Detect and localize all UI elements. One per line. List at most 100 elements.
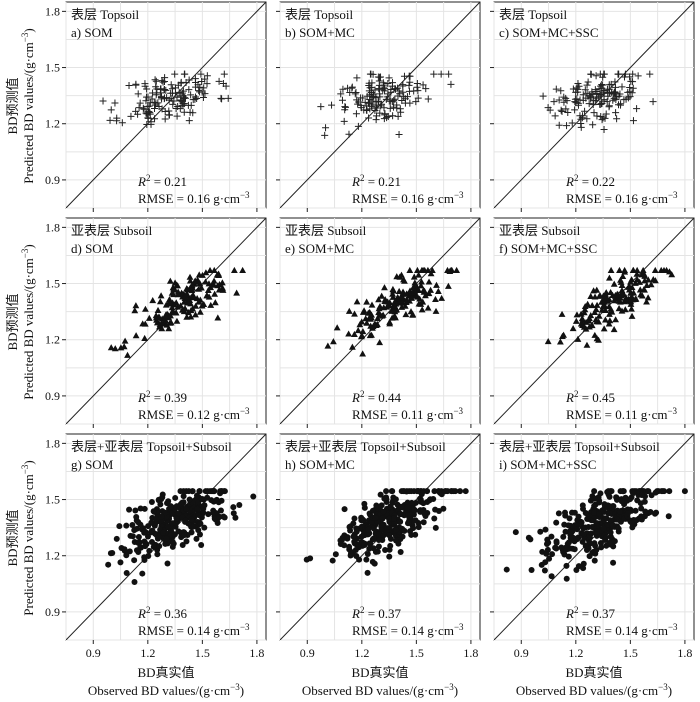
data-point [602, 316, 609, 323]
data-point [162, 540, 169, 547]
data-point [196, 531, 203, 538]
data-point [161, 509, 168, 516]
data-point [385, 74, 393, 82]
data-points [107, 266, 247, 358]
data-point [342, 103, 350, 111]
data-point [440, 505, 447, 512]
data-point [599, 303, 607, 310]
data-point [575, 513, 582, 520]
data-point [142, 305, 149, 312]
gridlines [65, 2, 266, 209]
data-point [375, 536, 382, 543]
data-point [399, 288, 407, 295]
gridlines [65, 218, 266, 425]
data-point [368, 102, 376, 110]
data-point [210, 277, 218, 284]
data-point [351, 538, 358, 545]
data-point [211, 290, 219, 297]
data-point [180, 298, 188, 305]
data-point [444, 266, 451, 274]
data-point [649, 98, 657, 106]
data-point [616, 266, 623, 274]
x-label-cn: BD真实值 [137, 665, 194, 680]
data-point [643, 298, 650, 305]
data-point [587, 312, 595, 319]
data-point [116, 523, 123, 530]
data-point [197, 70, 205, 78]
data-point [202, 278, 209, 285]
data-point [612, 96, 620, 104]
data-point [368, 331, 375, 338]
data-point [386, 104, 394, 112]
data-point [188, 516, 195, 523]
data-point [361, 541, 368, 548]
data-point [162, 301, 170, 308]
data-point [633, 105, 641, 113]
data-point [453, 266, 461, 274]
data-point [368, 301, 376, 308]
data-point [401, 95, 409, 103]
data-point [432, 524, 439, 531]
data-point [406, 266, 414, 274]
data-point [605, 310, 613, 317]
data-point [590, 109, 598, 117]
data-point [401, 488, 408, 495]
data-point [380, 115, 388, 123]
panel-layer-label: 表层 Topsoil [499, 7, 567, 22]
panel-model-label: e) SOM+MC [285, 241, 354, 256]
data-point [105, 561, 112, 568]
data-point [598, 306, 606, 313]
data-point [404, 504, 411, 511]
data-point [405, 518, 412, 525]
data-point [239, 266, 247, 274]
data-point [558, 544, 565, 551]
data-point [611, 538, 618, 545]
data-point [389, 112, 397, 120]
data-point [139, 570, 146, 577]
data-point [602, 534, 609, 541]
data-point [151, 115, 159, 123]
data-point [380, 508, 387, 515]
data-point [592, 316, 600, 323]
data-point [415, 271, 423, 278]
data-point [185, 86, 193, 94]
data-point [141, 528, 148, 535]
data-point [552, 544, 559, 551]
data-point [382, 546, 389, 553]
data-point [376, 90, 384, 98]
data-point [571, 509, 578, 516]
x-tick-label: 1.2 [354, 646, 369, 660]
data-point [607, 266, 615, 274]
data-point [341, 506, 348, 513]
data-point [173, 112, 181, 120]
data-point [587, 497, 594, 504]
data-point [442, 488, 449, 495]
data-point [216, 513, 223, 520]
data-point [189, 109, 197, 117]
data-point [192, 302, 200, 309]
data-point [353, 96, 361, 104]
rmse-label: RMSE = 0.14 g·cm−3 [566, 622, 678, 638]
x-label-en: Observed BD values/(g·cm−3) [516, 682, 672, 698]
data-point [389, 79, 397, 87]
data-point [182, 517, 189, 524]
data-point [408, 294, 416, 301]
data-point [118, 119, 126, 127]
data-points [303, 488, 469, 576]
data-point [376, 531, 383, 538]
data-point [371, 560, 378, 567]
data-point [421, 510, 428, 517]
data-point [410, 273, 418, 280]
data-point [592, 306, 600, 313]
data-point [574, 335, 582, 342]
data-point [345, 307, 353, 314]
panel-layer-label: 亚表层 Subsoil [71, 223, 153, 238]
data-point [644, 294, 652, 301]
data-point [558, 310, 566, 317]
data-point [224, 94, 232, 102]
data-point [123, 569, 130, 576]
data-point [424, 304, 432, 311]
data-point [541, 567, 548, 574]
r-squared-label: R2 = 0.45 [565, 389, 615, 405]
